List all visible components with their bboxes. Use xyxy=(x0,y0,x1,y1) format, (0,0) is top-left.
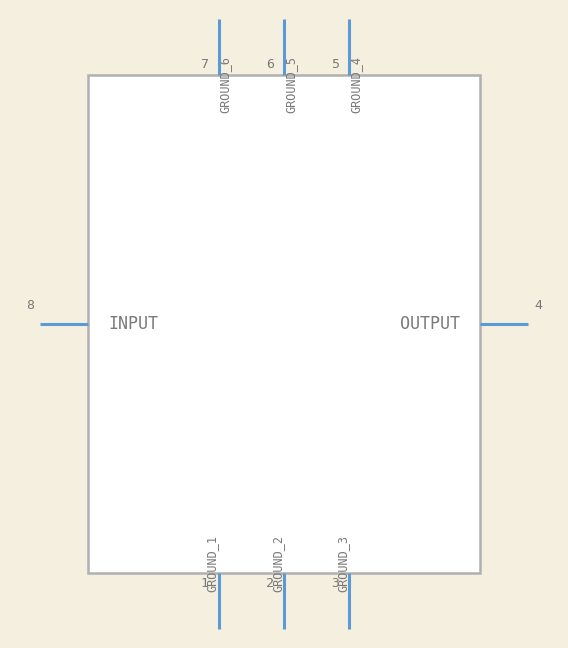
Text: GROUND_3: GROUND_3 xyxy=(336,535,349,592)
Text: 8: 8 xyxy=(26,299,34,312)
Text: OUTPUT: OUTPUT xyxy=(400,315,460,333)
Bar xyxy=(88,75,480,573)
Text: 2: 2 xyxy=(266,577,274,590)
Text: 5: 5 xyxy=(331,58,339,71)
Text: GROUND_6: GROUND_6 xyxy=(219,56,232,113)
Text: 1: 1 xyxy=(201,577,208,590)
Text: GROUND_1: GROUND_1 xyxy=(206,535,219,592)
Text: GROUND_5: GROUND_5 xyxy=(284,56,297,113)
Text: 3: 3 xyxy=(331,577,339,590)
Text: INPUT: INPUT xyxy=(108,315,158,333)
Text: 6: 6 xyxy=(266,58,274,71)
Text: GROUND_4: GROUND_4 xyxy=(349,56,362,113)
Text: GROUND_2: GROUND_2 xyxy=(271,535,284,592)
Text: 4: 4 xyxy=(534,299,542,312)
Text: 7: 7 xyxy=(201,58,208,71)
